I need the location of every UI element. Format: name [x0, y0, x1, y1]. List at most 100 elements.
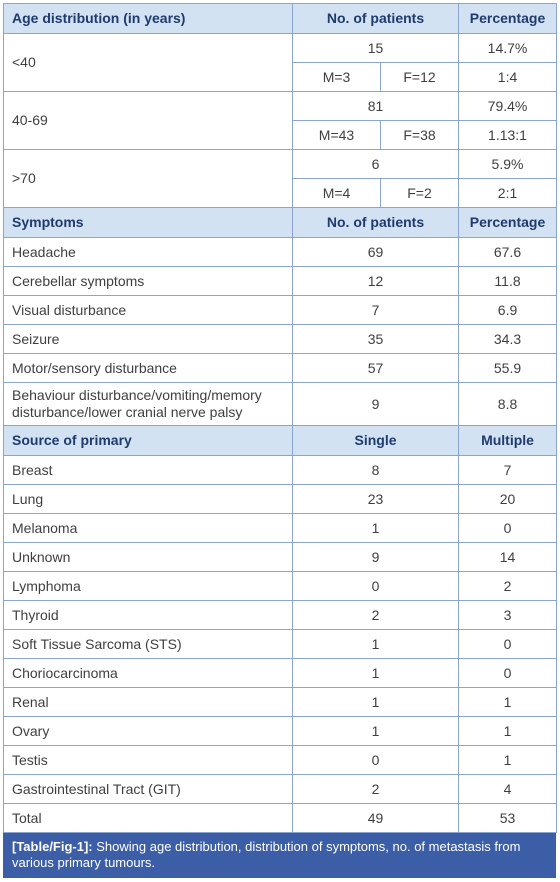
multiple-count: 14: [458, 542, 558, 572]
multiple-count: 53: [458, 803, 558, 833]
female-count: F=38: [379, 120, 460, 150]
header-cell: Single: [291, 425, 460, 456]
multiple-count: 4: [458, 774, 558, 804]
data-table: Age distribution (in years) No. of patien…: [3, 3, 558, 833]
table-row: Seizure 35 34.3: [3, 324, 558, 354]
patient-count: 7: [291, 295, 460, 325]
percentage: 8.8: [458, 382, 558, 426]
multiple-count: 2: [458, 571, 558, 601]
source-label: Melanoma: [3, 513, 293, 543]
male-count: M=4: [292, 178, 381, 208]
male-count: M=3: [292, 62, 381, 92]
table-row: M=43 F=38 1.13:1: [4, 120, 558, 150]
symptom-label: Cerebellar symptoms: [3, 266, 293, 296]
percentage: 14.7%: [458, 33, 558, 63]
header-cell: Age distribution (in years): [3, 3, 293, 34]
multiple-count: 7: [458, 455, 558, 485]
single-count: 0: [291, 571, 460, 601]
table-row: Testis 0 1: [3, 745, 558, 775]
symptom-label: Behaviour disturbance/vomiting/memory di…: [3, 382, 293, 426]
multiple-count: 1: [458, 687, 558, 717]
sex-ratio: 1.13:1: [458, 120, 558, 150]
table-row: Headache 69 67.6: [3, 237, 558, 267]
multiple-count: 0: [458, 629, 558, 659]
single-count: 23: [291, 484, 460, 514]
source-label: Lung: [3, 484, 293, 514]
patient-count: 9: [291, 382, 460, 426]
table-row: Breast 8 7: [3, 455, 558, 485]
table-row: M=4 F=2 2:1: [4, 178, 558, 208]
patient-count: 15: [291, 33, 460, 63]
source-label: Unknown: [3, 542, 293, 572]
header-cell: Symptoms: [3, 207, 293, 238]
symptom-label: Seizure: [3, 324, 293, 354]
symptom-label: Visual disturbance: [3, 295, 293, 325]
single-count: 1: [291, 658, 460, 688]
table-row: Behaviour disturbance/vomiting/memory di…: [3, 382, 558, 426]
header-cell: Source of primary: [3, 425, 293, 456]
multiple-count: 3: [458, 600, 558, 630]
female-count: F=12: [379, 62, 460, 92]
single-count: 8: [291, 455, 460, 485]
table-row: <40 15 14.7%: [3, 33, 558, 92]
single-count: 1: [291, 687, 460, 717]
source-label: Ovary: [3, 716, 293, 746]
table-row: Age distribution (in years) No. of patien…: [3, 3, 558, 34]
symptom-label: Motor/sensory disturbance: [3, 353, 293, 383]
single-count: 2: [291, 600, 460, 630]
patient-count: 69: [291, 237, 460, 267]
caption-label: [Table/Fig-1]:: [12, 839, 93, 854]
table-figure: Age distribution (in years) No. of patien…: [3, 3, 558, 878]
percentage: 34.3: [458, 324, 558, 354]
single-count: 49: [291, 803, 460, 833]
age-label: <40: [3, 33, 293, 92]
table-row: Thyroid 2 3: [3, 600, 558, 630]
source-label: Gastrointestinal Tract (GIT): [3, 774, 293, 804]
male-count: M=43: [292, 120, 381, 150]
table-row: 40-69 81 79.4%: [3, 91, 558, 150]
patient-count: 81: [291, 91, 460, 121]
source-label: Breast: [3, 455, 293, 485]
table-row: Soft Tissue Sarcoma (STS) 1 0: [3, 629, 558, 659]
patient-count: 35: [291, 324, 460, 354]
source-label: Testis: [3, 745, 293, 775]
multiple-count: 1: [458, 716, 558, 746]
table-row: Unknown 9 14: [3, 542, 558, 572]
sex-ratio: 1:4: [458, 62, 558, 92]
multiple-count: 1: [458, 745, 558, 775]
single-count: 0: [291, 745, 460, 775]
patient-count: 57: [291, 353, 460, 383]
header-cell: No. of patients: [291, 207, 460, 238]
patient-count: 6: [291, 149, 460, 179]
header-cell: Percentage: [458, 207, 558, 238]
table-row: Lymphoma 0 2: [3, 571, 558, 601]
table-row: Source of primary Single Multiple: [3, 425, 558, 456]
sex-ratio: 2:1: [458, 178, 558, 208]
source-label: Soft Tissue Sarcoma (STS): [3, 629, 293, 659]
source-label: Thyroid: [3, 600, 293, 630]
percentage: 11.8: [458, 266, 558, 296]
table-row: M=3 F=12 1:4: [4, 62, 558, 92]
table-row: Ovary 1 1: [3, 716, 558, 746]
single-count: 1: [291, 629, 460, 659]
percentage: 67.6: [458, 237, 558, 267]
single-count: 1: [291, 716, 460, 746]
source-label: Renal: [3, 687, 293, 717]
table-row: Gastrointestinal Tract (GIT) 2 4: [3, 774, 558, 804]
table-row: Visual disturbance 7 6.9: [3, 295, 558, 325]
source-label: Lymphoma: [3, 571, 293, 601]
multiple-count: 0: [458, 658, 558, 688]
age-label: >70: [3, 149, 293, 208]
female-count: F=2: [379, 178, 460, 208]
multiple-count: 0: [458, 513, 558, 543]
percentage: 5.9%: [458, 149, 558, 179]
table-row: Cerebellar symptoms 12 11.8: [3, 266, 558, 296]
patient-count: 12: [291, 266, 460, 296]
table-row: Melanoma 1 0: [3, 513, 558, 543]
header-cell: Percentage: [458, 3, 558, 34]
table-row: Renal 1 1: [3, 687, 558, 717]
table-row: Motor/sensory disturbance 57 55.9: [3, 353, 558, 383]
source-label: Total: [3, 803, 293, 833]
header-cell: Multiple: [458, 425, 558, 456]
